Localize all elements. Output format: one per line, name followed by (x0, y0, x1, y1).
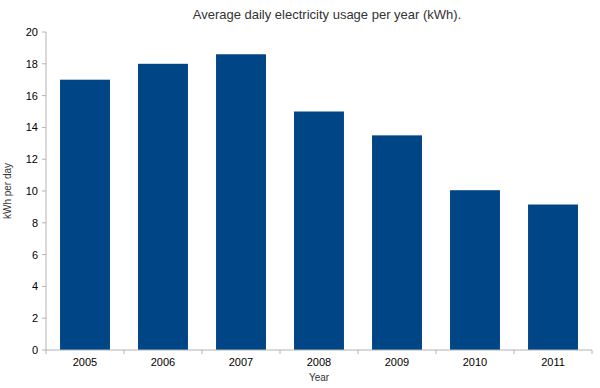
x-tick-label: 2005 (73, 356, 97, 368)
x-axis-label: Year (309, 372, 330, 383)
x-tick-label: 2006 (151, 356, 175, 368)
x-tick (202, 350, 203, 354)
x-tick (436, 350, 437, 354)
bar (450, 190, 500, 350)
x-tick (358, 350, 359, 354)
chart-title: Average daily electricity usage per year… (193, 7, 462, 22)
y-tick (42, 32, 46, 33)
y-tick-label: 12 (26, 153, 38, 165)
y-tick (42, 191, 46, 192)
y-tick (42, 159, 46, 160)
x-tick (592, 350, 593, 354)
y-tick-label: 16 (26, 90, 38, 102)
bar (216, 54, 266, 350)
x-tick-label: 2007 (229, 356, 253, 368)
x-tick (280, 350, 281, 354)
y-tick-label: 8 (32, 217, 38, 229)
bar (138, 64, 188, 350)
y-tick (42, 63, 46, 64)
y-tick-label: 14 (26, 121, 38, 133)
y-tick-label: 6 (32, 249, 38, 261)
y-axis-label: kWh per day (2, 163, 13, 219)
y-tick (42, 127, 46, 128)
x-tick-label: 2011 (541, 356, 565, 368)
y-tick-label: 20 (26, 26, 38, 38)
bar (294, 112, 344, 351)
y-tick (42, 350, 46, 351)
x-axis-line (46, 350, 592, 351)
chart-svg: Average daily electricity usage per year… (0, 0, 600, 388)
y-tick-label: 0 (32, 344, 38, 356)
x-tick (46, 350, 47, 354)
x-tick (514, 350, 515, 354)
x-tick-label: 2009 (385, 356, 409, 368)
chart-container: Average daily electricity usage per year… (0, 0, 600, 388)
x-tick-label: 2010 (463, 356, 487, 368)
bar (372, 135, 422, 350)
y-tick-label: 18 (26, 58, 38, 70)
y-tick (42, 254, 46, 255)
y-tick (42, 222, 46, 223)
y-tick (42, 95, 46, 96)
y-tick (42, 286, 46, 287)
bar (60, 80, 110, 350)
y-tick-label: 10 (26, 185, 38, 197)
x-tick-label: 2008 (307, 356, 331, 368)
y-tick-label: 2 (32, 312, 38, 324)
x-tick (124, 350, 125, 354)
bars (60, 54, 578, 350)
y-tick (42, 318, 46, 319)
y-tick-label: 4 (32, 280, 38, 292)
bar (528, 205, 578, 350)
